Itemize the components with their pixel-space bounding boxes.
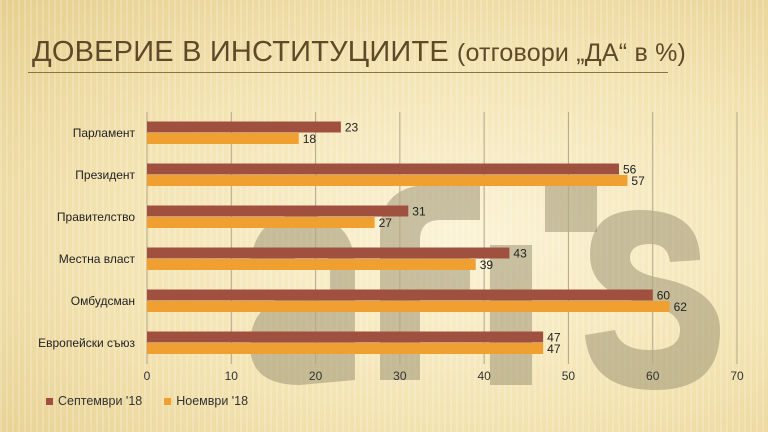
bar-series-2 [147,217,375,228]
data-label-series-1: 31 [412,205,426,219]
data-label-series-2: 39 [480,258,494,272]
data-label-series-2: 57 [631,174,645,188]
x-tick-label: 50 [562,369,576,383]
chart-bars [147,121,670,354]
legend-item-series-1: Септември '18 [46,394,142,408]
category-label: Омбудсман [71,294,135,308]
data-label-series-2: 47 [547,342,561,356]
legend-item-series-2: Ноември '18 [164,394,248,408]
x-tick-label: 10 [225,369,239,383]
data-label-series-2: 62 [674,300,688,314]
data-label-series-1: 43 [513,247,527,261]
category-label: Европейски съюз [38,336,135,350]
slide-title: ДОВЕРИЕ В ИНСТИТУЦИИТЕ (отговори „ДА“ в … [32,36,686,69]
chart-legend: Септември '18 Ноември '18 [46,394,248,408]
watermark-letter-i-stem [490,245,532,385]
data-label-series-2: 27 [379,216,393,230]
chart-gridlines [146,112,738,364]
x-tick-label: 40 [477,369,491,383]
category-label: Президент [75,168,135,182]
chart-category-labels: Парламент Президент Правителство Местна вла… [38,126,135,350]
bar-series-1 [147,247,510,259]
legend-swatch-series-2 [164,397,172,405]
category-label: Парламент [73,126,136,140]
x-tick-label: 0 [144,369,151,383]
data-label-series-1: 60 [657,289,671,303]
watermark-letter-f [380,185,480,380]
bar-series-1 [147,289,653,301]
data-label-series-1: 47 [547,331,561,345]
data-label-series-1: 23 [345,121,359,135]
bar-series-2 [147,175,628,186]
slide-title-main: ДОВЕРИЕ В ИНСТИТУЦИИТЕ [32,36,449,68]
bar-series-2 [147,343,544,354]
category-label: Правителство [57,210,135,224]
x-tick-label: 60 [646,369,660,383]
bar-series-2 [147,133,299,144]
bar-series-1 [147,331,544,343]
bar-series-1 [147,121,341,133]
bar-series-2 [147,259,476,270]
x-tick-label: 30 [393,369,407,383]
category-label: Местна власт [59,252,136,266]
bar-series-1 [147,163,619,175]
x-tick-label: 20 [309,369,323,383]
data-label-series-2: 18 [303,132,317,146]
legend-label-series-2: Ноември '18 [176,394,249,408]
chart-x-tick-labels: 0 10 20 30 40 50 60 70 [144,369,744,383]
legend-label-series-1: Септември '18 [58,394,143,408]
watermark-letter-i-dot [545,180,597,232]
data-label-series-1: 56 [623,163,637,177]
bar-series-2 [147,301,670,312]
legend-swatch-series-1 [46,397,53,405]
bar-series-1 [147,205,409,217]
slide-title-subtitle: (отговори „ДА“ в %) [456,39,687,67]
title-underline [28,72,668,73]
x-tick-label: 70 [730,369,744,383]
